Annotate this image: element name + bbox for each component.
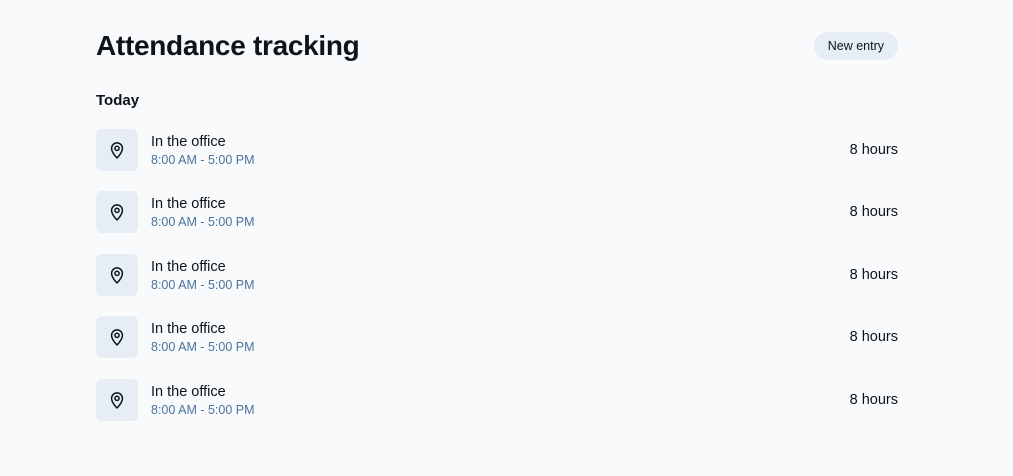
entry-title: In the office <box>151 383 226 400</box>
entry-time: 8:00 AM - 5:00 PM <box>151 215 255 230</box>
entry-duration: 8 hours <box>849 329 898 346</box>
attendance-entry[interactable]: In the office 8:00 AM - 5:00 PM 8 hours <box>96 129 898 171</box>
entry-title: In the office <box>151 196 226 213</box>
map-pin-icon <box>96 129 138 171</box>
page-title: Attendance tracking <box>96 30 360 61</box>
attendance-entry[interactable]: In the office 8:00 AM - 5:00 PM 8 hours <box>96 378 898 421</box>
attendance-entry[interactable]: In the office 8:00 AM - 5:00 PM 8 hours <box>96 191 898 234</box>
entry-text: In the office 8:00 AM - 5:00 PM <box>151 319 255 355</box>
entry-text: In the office 8:00 AM - 5:00 PM <box>151 382 255 418</box>
entry-info: In the office 8:00 AM - 5:00 PM <box>96 253 255 296</box>
entry-info: In the office 8:00 AM - 5:00 PM <box>96 129 255 171</box>
map-pin-icon <box>96 316 138 359</box>
page-header: Attendance tracking New entry <box>96 28 898 64</box>
entry-title: In the office <box>151 134 226 150</box>
entry-text: In the office 8:00 AM - 5:00 PM <box>151 257 255 293</box>
entry-text: In the office 8:00 AM - 5:00 PM <box>151 194 255 230</box>
map-pin-icon <box>96 191 138 234</box>
entry-info: In the office 8:00 AM - 5:00 PM <box>96 191 255 234</box>
entry-info: In the office 8:00 AM - 5:00 PM <box>96 316 255 359</box>
entry-text: In the office 8:00 AM - 5:00 PM <box>151 132 255 168</box>
entry-time: 8:00 AM - 5:00 PM <box>151 277 255 292</box>
map-pin-icon <box>96 253 138 296</box>
entry-title: In the office <box>151 258 226 275</box>
attendance-entry[interactable]: In the office 8:00 AM - 5:00 PM 8 hours <box>96 253 898 296</box>
entry-duration: 8 hours <box>849 142 898 158</box>
attendance-entry-list: In the office 8:00 AM - 5:00 PM 8 hours … <box>96 129 898 441</box>
entry-time: 8:00 AM - 5:00 PM <box>151 340 255 355</box>
entry-duration: 8 hours <box>849 266 898 283</box>
attendance-entry[interactable]: In the office 8:00 AM - 5:00 PM 8 hours <box>96 316 898 359</box>
entry-duration: 8 hours <box>849 391 898 408</box>
new-entry-button[interactable]: New entry <box>813 32 898 60</box>
entry-info: In the office 8:00 AM - 5:00 PM <box>96 378 255 421</box>
section-heading-today: Today <box>96 92 140 109</box>
entry-title: In the office <box>151 321 226 338</box>
entry-time: 8:00 AM - 5:00 PM <box>151 402 255 417</box>
entry-duration: 8 hours <box>849 204 898 221</box>
map-pin-icon <box>96 378 138 421</box>
entry-time: 8:00 AM - 5:00 PM <box>151 153 255 167</box>
